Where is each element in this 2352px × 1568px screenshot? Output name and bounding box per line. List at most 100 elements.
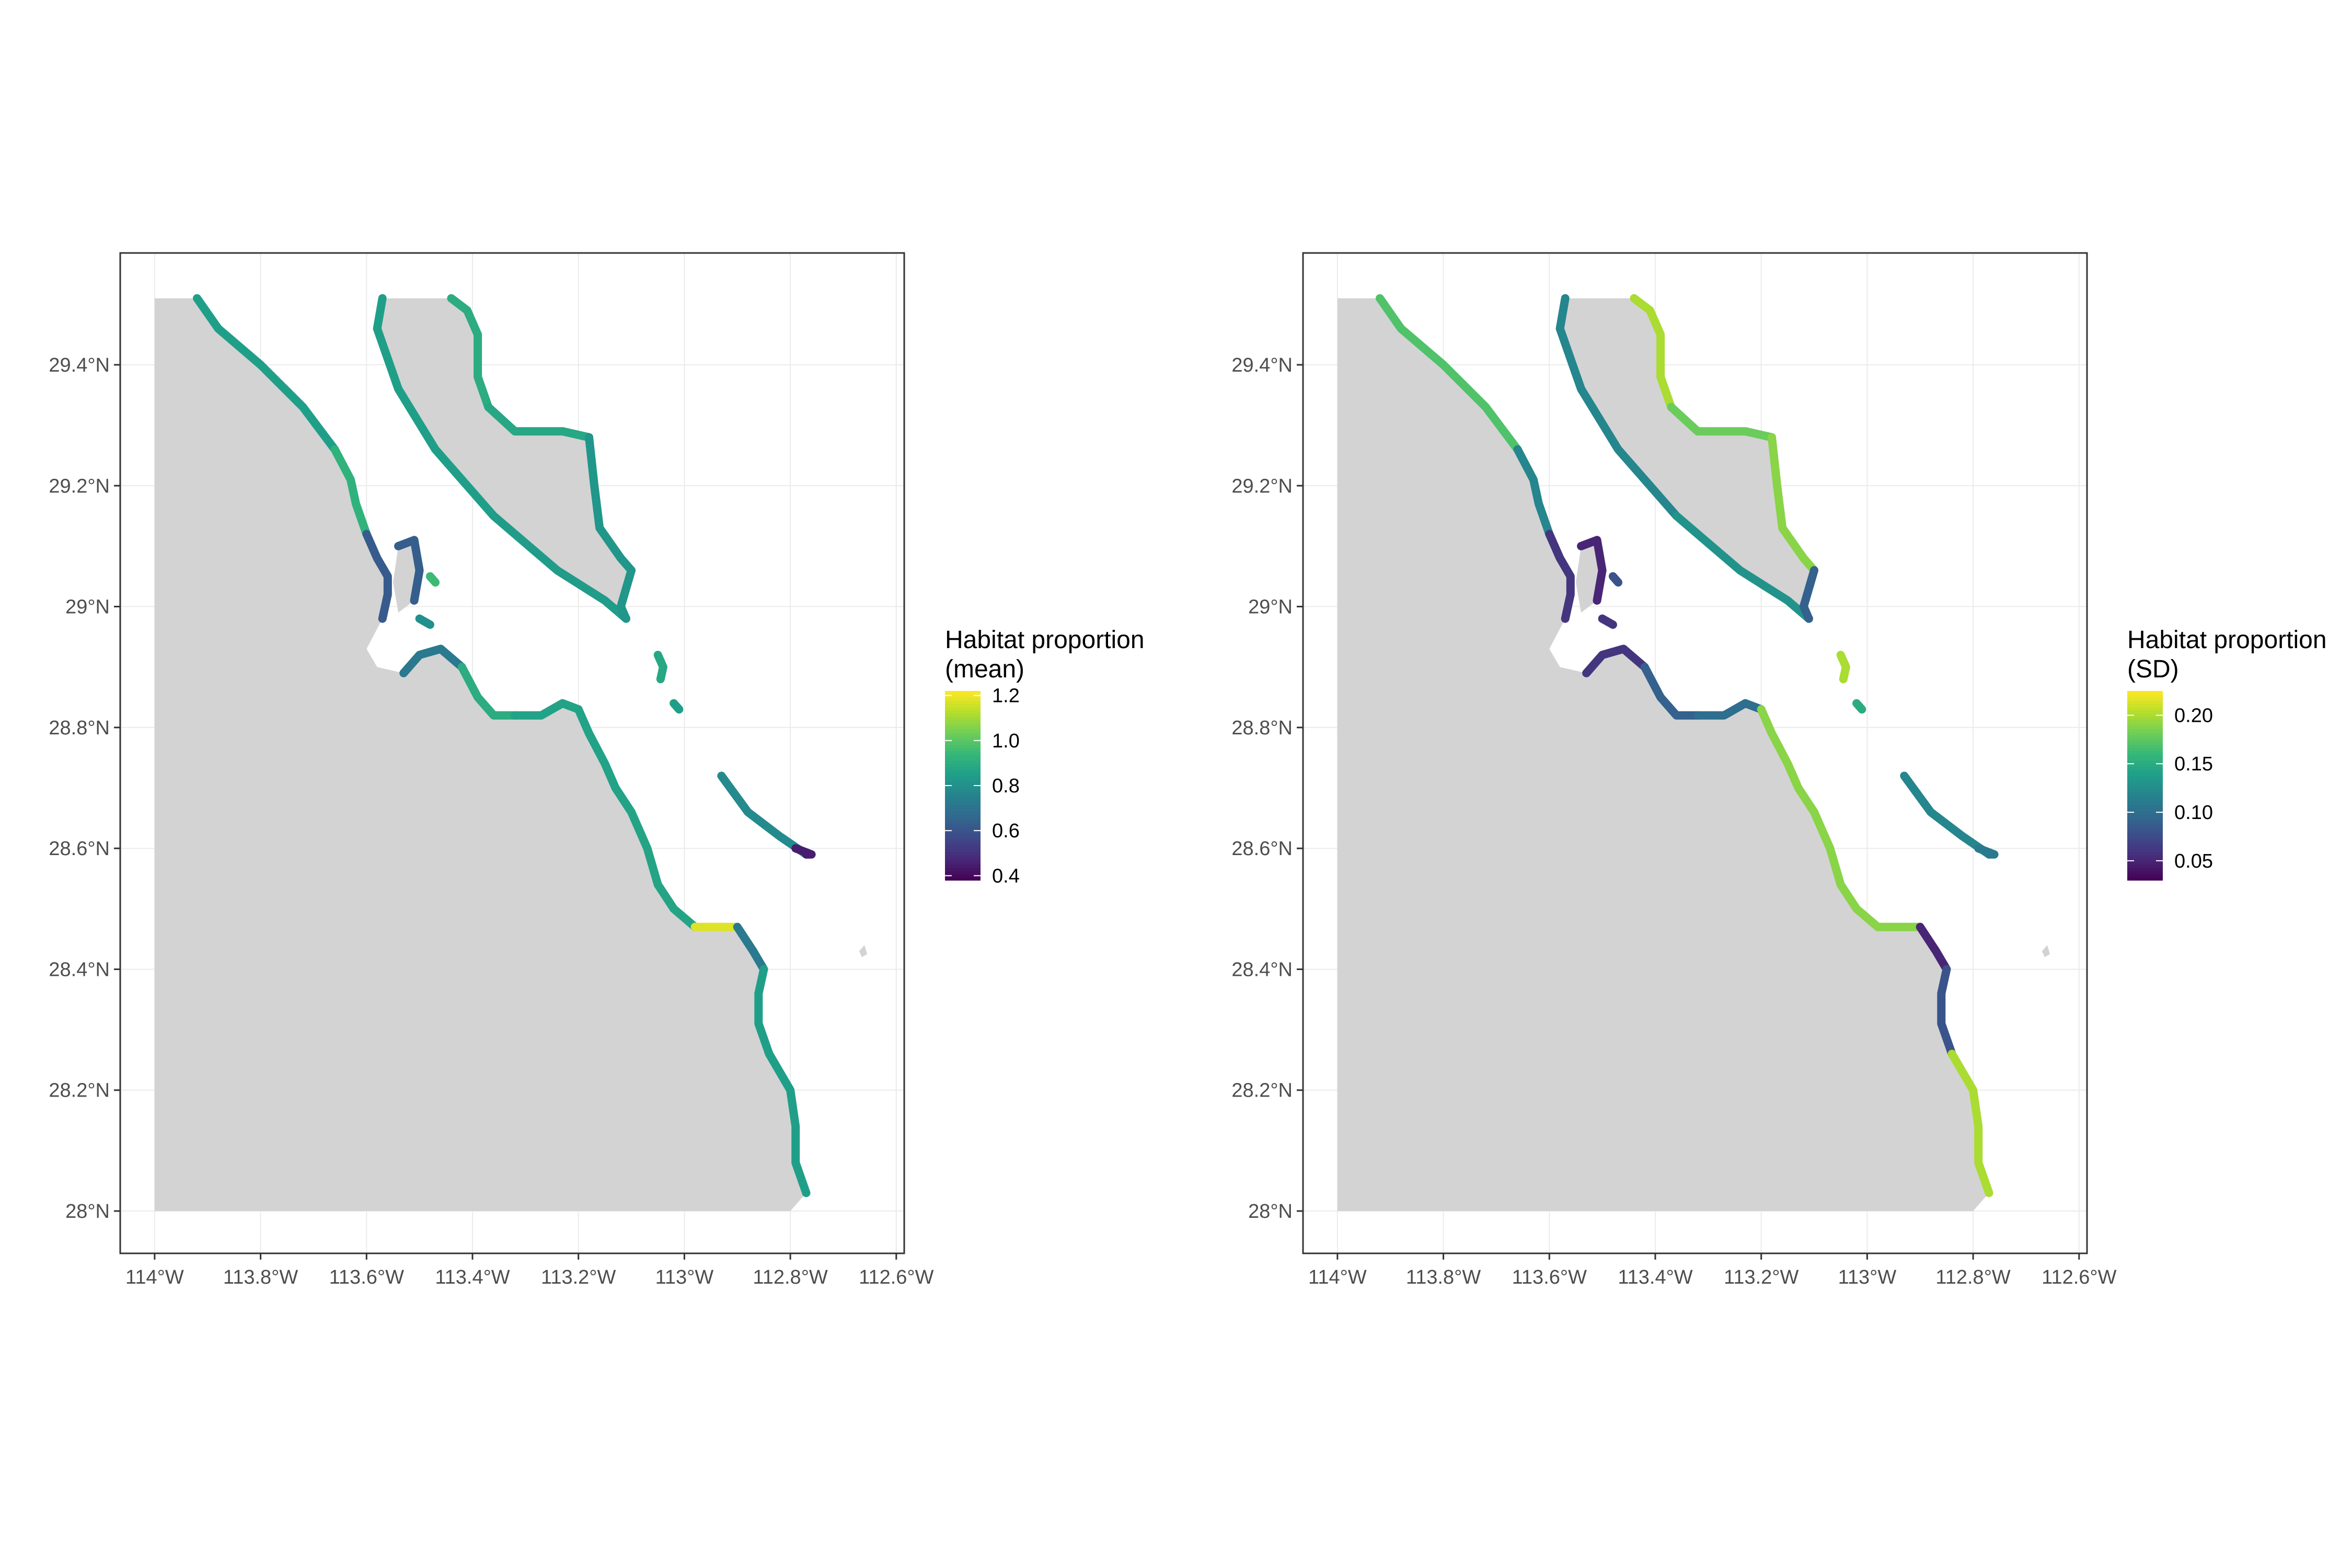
colorbar-step [945, 779, 981, 783]
habitat-segment [1810, 808, 1882, 931]
habitat-segment [1630, 294, 1676, 411]
legend-subtitle: (mean) [945, 655, 1024, 683]
colorbar-step [2127, 744, 2163, 748]
colorbar-step [2127, 792, 2163, 795]
colorbar-step [945, 836, 981, 840]
habitat-coast-layer [1376, 294, 1999, 1197]
land-islet [2042, 945, 2050, 958]
colorbar-step [2127, 829, 2163, 834]
legend-break-label: 0.8 [992, 775, 1020, 797]
x-axis: 114°W 113.8°W 113.6°W 113.4°W 113.2°W 113°W 11… [125, 1253, 934, 1288]
habitat-segment [1916, 923, 1951, 974]
y-tick-label: 28.2°N [49, 1080, 110, 1102]
colorbar-step [945, 801, 981, 805]
legend-ticks: 0.05 0.10 0.15 0.20 [2127, 705, 2213, 872]
x-tick-label: 113°W [1838, 1266, 1897, 1288]
land-mainland [1337, 298, 1989, 1212]
colorbar-step [945, 808, 981, 812]
habitat-segment [1545, 529, 1575, 623]
legend-break-label: 0.4 [992, 865, 1020, 887]
colorbar-step [2127, 867, 2163, 871]
habitat-segment [415, 614, 434, 629]
x-axis: 114°W 113.8°W 113.6°W 113.4°W 113.2°W 113°W 11… [1308, 1253, 2117, 1288]
colorbar-step [945, 741, 981, 745]
colorbar-step [2127, 826, 2163, 831]
x-tick-label: 112.6°W [2042, 1266, 2116, 1288]
colorbar-step [945, 804, 981, 809]
habitat-segment [1757, 705, 1818, 816]
colorbar-step [945, 826, 981, 831]
colorbar-step [2127, 855, 2163, 859]
colorbar-step [945, 738, 981, 742]
colorbar-step [945, 735, 981, 739]
colorbar-step [2127, 842, 2163, 846]
colorbar-step [2127, 817, 2163, 821]
habitat-segment [670, 699, 684, 714]
x-tick-label: 113.8°W [1406, 1266, 1481, 1288]
legend-break-label: 0.10 [2174, 802, 2213, 824]
colorbar-step [2127, 823, 2163, 827]
colorbar-step [945, 691, 981, 695]
habitat-segment [1937, 965, 1956, 1058]
colorbar-step [2127, 763, 2163, 767]
legend-title: Habitat proportion [2127, 626, 2327, 654]
colorbar-step [945, 766, 981, 770]
legend-title: Habitat proportion [945, 626, 1145, 654]
colorbar-step [2127, 795, 2163, 799]
habitat-segment [484, 402, 593, 442]
colorbar-step [945, 789, 981, 792]
colorbar-step [2127, 798, 2163, 802]
legend-break-label: 1.0 [992, 730, 1020, 752]
habitat-segment [1693, 699, 1766, 720]
y-tick-label: 28°N [65, 1201, 110, 1223]
colorbar-step [2127, 694, 2163, 698]
x-tick-label: 114°W [125, 1266, 184, 1288]
colorbar-step [2127, 811, 2163, 815]
colorbar-step [2127, 741, 2163, 745]
colorbar-step [2127, 877, 2163, 881]
x-tick-label: 113.4°W [435, 1266, 510, 1288]
y-tick-label: 28.8°N [49, 717, 110, 739]
colorbar-step [945, 704, 981, 707]
colorbar-step [2127, 713, 2163, 717]
habitat-segment [1672, 512, 1813, 623]
colorbar-step [945, 707, 981, 710]
x-tick-label: 113.4°W [1618, 1266, 1692, 1288]
colorbar-step [2127, 697, 2163, 701]
colorbar-step [945, 760, 981, 764]
y-tick-label: 29.4°N [1231, 354, 1293, 376]
colorbar-step [945, 858, 981, 862]
colorbar-step [2127, 833, 2163, 837]
colorbar-step [945, 823, 981, 827]
colorbar-step [2127, 873, 2163, 878]
colorbar-step [945, 744, 981, 748]
habitat-segment [1582, 644, 1649, 677]
colorbar-step [2127, 814, 2163, 818]
colorbar-step [2127, 870, 2163, 874]
colorbar-step [2127, 707, 2163, 710]
habitat-segment [574, 705, 636, 816]
habitat-segment [733, 923, 768, 974]
colorbar-step [945, 867, 981, 871]
colorbar-step [945, 773, 981, 777]
colorbar-step [2127, 861, 2163, 865]
legend-break-label: 0.15 [2174, 753, 2213, 775]
legend-break-label: 0.20 [2174, 705, 2213, 727]
colorbar-step [945, 725, 981, 730]
habitat-segment [754, 965, 774, 1058]
colorbar-step [945, 814, 981, 818]
colorbar-step [2127, 864, 2163, 868]
habitat-segment [457, 663, 520, 720]
colorbar-step [2127, 738, 2163, 742]
habitat-segment [1640, 663, 1702, 720]
x-tick-label: 114°W [1308, 1266, 1367, 1288]
habitat-segment [1513, 445, 1554, 538]
map-panel-mean: 114°W 113.8°W 113.6°W 113.4°W 113.2°W 113°W 11… [49, 252, 934, 1288]
colorbar-step [2127, 769, 2163, 774]
colorbar-step [945, 722, 981, 727]
colorbar-step [2127, 845, 2163, 849]
colorbar-step [945, 786, 981, 789]
x-tick-label: 113.6°W [1512, 1266, 1587, 1288]
colorbar-step [2127, 747, 2163, 752]
colorbar-step [2127, 848, 2163, 852]
